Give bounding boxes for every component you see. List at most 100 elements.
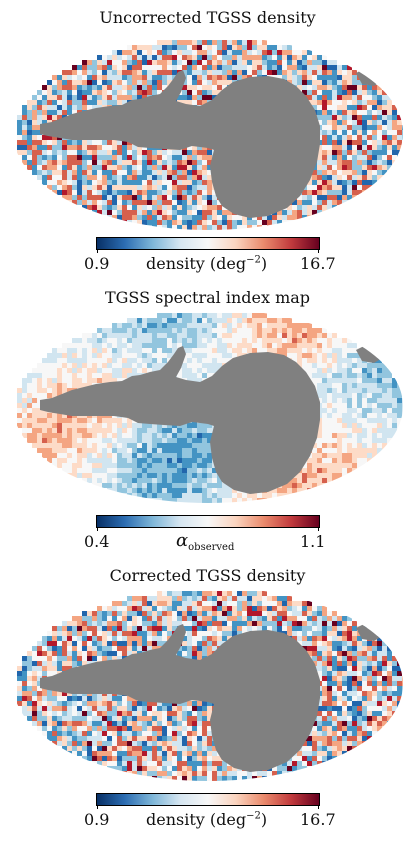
heatmap-cell: [312, 358, 317, 363]
heatmap-cell: [322, 160, 327, 165]
heatmap-cell: [232, 616, 237, 621]
heatmap-cell: [67, 145, 72, 150]
heatmap-cell: [102, 200, 107, 205]
heatmap-cell: [167, 45, 172, 50]
heatmap-cell: [112, 195, 117, 200]
heatmap-cell: [242, 606, 247, 611]
heatmap-cell: [37, 150, 42, 155]
heatmap-cell: [322, 393, 327, 398]
heatmap-cell: [162, 45, 167, 50]
heatmap-cell: [112, 488, 117, 493]
heatmap-cell: [62, 343, 67, 348]
heatmap-cell: [332, 478, 337, 483]
heatmap-cell: [127, 80, 132, 85]
heatmap-cell: [342, 343, 347, 348]
heatmap-cell: [332, 428, 337, 433]
heatmap-cell: [147, 65, 152, 70]
heatmap-cell: [192, 45, 197, 50]
heatmap-cell: [282, 483, 287, 488]
heatmap-cell: [182, 478, 187, 483]
heatmap-cell: [182, 463, 187, 468]
heatmap-cell: [47, 85, 52, 90]
heatmap-cell: [37, 160, 42, 165]
heatmap-cell: [67, 363, 72, 368]
heatmap-cell: [57, 150, 62, 155]
heatmap-cell: [332, 180, 337, 185]
heatmap-cell: [67, 100, 72, 105]
heatmap-cell: [57, 170, 62, 175]
heatmap-cell: [137, 478, 142, 483]
heatmap-cell: [47, 105, 52, 110]
heatmap-cell: [87, 423, 92, 428]
heatmap-cell: [62, 388, 67, 393]
heatmap-cell: [302, 200, 307, 205]
heatmap-cell: [342, 353, 347, 358]
heatmap-cell: [332, 333, 337, 338]
heatmap-cell: [77, 160, 82, 165]
heatmap-cell: [252, 328, 257, 333]
heatmap-cell: [142, 453, 147, 458]
heatmap-cell: [127, 488, 132, 493]
heatmap-cell: [142, 368, 147, 373]
heatmap-cell: [392, 393, 397, 398]
heatmap-cell: [362, 170, 367, 175]
heatmap-cell: [42, 388, 47, 393]
heatmap-cell: [97, 195, 102, 200]
heatmap-cell: [162, 155, 167, 160]
heatmap-cell: [197, 358, 202, 363]
heatmap-cell: [152, 160, 157, 165]
heatmap-cell: [362, 120, 367, 125]
heatmap-cell: [137, 55, 142, 60]
heatmap-cell: [192, 368, 197, 373]
heatmap-cell: [352, 190, 357, 195]
heatmap-cell: [62, 463, 67, 468]
heatmap-cell: [217, 601, 222, 606]
heatmap-cell: [207, 215, 212, 220]
heatmap-cell: [92, 428, 97, 433]
heatmap-cell: [302, 333, 307, 338]
heatmap-cell: [152, 423, 157, 428]
heatmap-cell: [282, 210, 287, 215]
heatmap-cell: [42, 105, 47, 110]
heatmap-cell: [72, 338, 77, 343]
heatmap-cell: [107, 200, 112, 205]
heatmap-cell: [197, 145, 202, 150]
heatmap-cell: [142, 596, 147, 601]
heatmap-cell: [387, 403, 392, 408]
heatmap-cell: [27, 408, 32, 413]
heatmap-cell: [52, 348, 57, 353]
heatmap-cell: [297, 478, 302, 483]
heatmap-cell: [67, 448, 72, 453]
heatmap-cell: [392, 125, 397, 130]
heatmap-cell: [337, 473, 342, 478]
heatmap-cell: [47, 95, 52, 100]
heatmap-cell: [82, 433, 87, 438]
heatmap-cell: [297, 488, 302, 493]
heatmap-cell: [312, 443, 317, 448]
heatmap-cell: [67, 463, 72, 468]
heatmap-cell: [192, 205, 197, 210]
heatmap-cell: [72, 155, 77, 160]
heatmap-cell: [127, 75, 132, 80]
heatmap-cell: [322, 125, 327, 130]
heatmap-cell: [102, 378, 107, 383]
heatmap-cell: [117, 323, 122, 328]
heatmap-cell: [72, 468, 77, 473]
heatmap-cell: [352, 105, 357, 110]
heatmap-cell: [102, 150, 107, 155]
heatmap-cell: [327, 90, 332, 95]
heatmap-cell: [202, 55, 207, 60]
heatmap-cell: [67, 80, 72, 85]
heatmap-cell: [332, 373, 337, 378]
heatmap-cell: [327, 105, 332, 110]
heatmap-cell: [72, 180, 77, 185]
heatmap-cell: [332, 418, 337, 423]
heatmap-cell: [202, 493, 207, 498]
heatmap-cell: [202, 606, 207, 611]
heatmap-cell: [382, 130, 387, 135]
heatmap-cell: [122, 323, 127, 328]
heatmap-cell: [287, 210, 292, 215]
heatmap-cell: [317, 343, 322, 348]
heatmap-cell: [152, 338, 157, 343]
heatmap-cell: [332, 393, 337, 398]
